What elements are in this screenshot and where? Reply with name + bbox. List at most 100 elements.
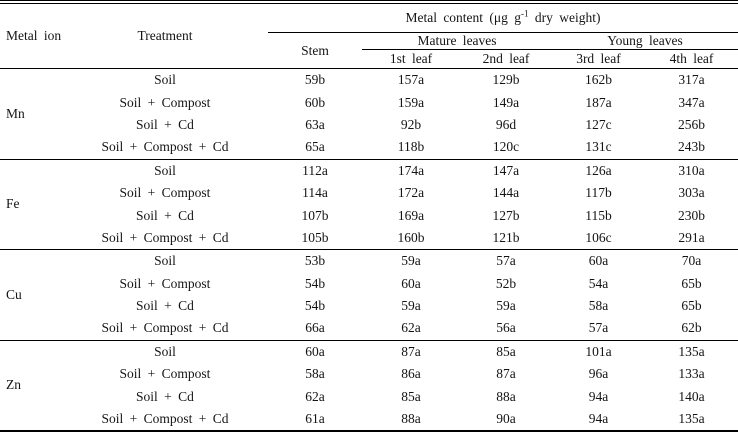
value-cell: 140a xyxy=(678,388,705,404)
treatment-cell: Soil + Compost xyxy=(119,275,211,291)
value-cell: 317a xyxy=(678,72,705,88)
value-cell: 162b xyxy=(585,72,612,88)
value-cell: 230b xyxy=(678,207,705,223)
table-header: Metal ion Treatment Metal content (μg g-… xyxy=(0,2,738,69)
col-header-treatment: Treatment xyxy=(137,28,193,43)
treatment-cell: Soil + Compost xyxy=(119,366,211,382)
value-cell: 160b xyxy=(397,229,425,245)
value-cell: 61a xyxy=(305,411,325,427)
table-row: Soil + Compost 54b 60a 52b 54a 65b xyxy=(0,273,738,295)
value-cell: 133a xyxy=(678,366,705,382)
metal-content-text-suffix: dry weight) xyxy=(528,10,601,25)
treatment-cell: Soil + Compost xyxy=(119,185,211,201)
value-cell: 96a xyxy=(588,366,609,382)
value-cell: 118b xyxy=(397,139,425,155)
value-cell: 187a xyxy=(585,94,612,110)
value-cell: 54b xyxy=(304,298,326,314)
value-cell: 310a xyxy=(678,162,705,178)
value-cell: 70a xyxy=(681,253,702,269)
value-cell: 135a xyxy=(678,411,705,427)
col-header-3rd-leaf: 3rd leaf xyxy=(576,51,621,66)
table-row: Soil + Cd 63a 92b 96d 127c 256b xyxy=(0,114,738,136)
value-cell: 86a xyxy=(401,366,421,382)
metal-ion-label: Zn xyxy=(6,377,21,393)
value-cell: 256b xyxy=(678,116,705,132)
header-row-leaves: 1st leaf 2nd leaf 3rd leaf 4th leaf xyxy=(0,50,738,69)
value-cell: 87a xyxy=(401,343,421,359)
header-row-groups: Stem Mature leaves Young leaves xyxy=(0,32,738,58)
group-header-mature-leaves: Mature leaves xyxy=(362,32,552,50)
table-row: Soil + Cd 54b 59a 59a 58a 65b xyxy=(0,295,738,317)
value-cell: 63a xyxy=(305,116,325,132)
value-cell: 144a xyxy=(492,185,520,201)
value-cell: 65a xyxy=(305,139,325,155)
value-cell: 65b xyxy=(681,275,702,291)
metal-ion-label: Fe xyxy=(6,196,20,212)
value-cell: 87a xyxy=(496,366,516,382)
value-cell: 169a xyxy=(397,207,425,223)
table-row: Zn Soil 60a 87a 85a 101a 135a xyxy=(0,340,738,393)
value-cell: 129b xyxy=(492,72,520,88)
section-mn: Mn Soil 59b 157a 129b 162b 317a Soil + C… xyxy=(0,69,738,160)
value-cell: 174a xyxy=(397,162,425,178)
table-row: Soil + Compost 60b 159a 149a 187a 347a xyxy=(0,91,738,113)
value-cell: 117b xyxy=(585,185,612,201)
value-cell: 115b xyxy=(585,207,612,223)
value-cell: 60b xyxy=(304,94,326,110)
table-row: Mn Soil 59b 157a 129b 162b 317a xyxy=(0,69,738,121)
metal-content-superscript: -1 xyxy=(521,8,529,19)
treatment-cell: Soil + Compost xyxy=(119,94,211,110)
value-cell: 56a xyxy=(496,320,516,336)
value-cell: 53b xyxy=(304,253,326,269)
value-cell: 88a xyxy=(496,388,516,404)
treatment-cell: Soil + Cd xyxy=(136,298,194,314)
value-cell: 60a xyxy=(588,253,609,269)
table-row: Soil + Cd 62a 85a 88a 94a 140a xyxy=(0,385,738,407)
metal-content-span-header: Metal content (μg g-1 dry weight) xyxy=(268,2,738,33)
value-cell: 88a xyxy=(401,411,421,427)
value-cell: 58a xyxy=(588,298,609,314)
table-row: Soil + Compost 58a 86a 87a 96a 133a xyxy=(0,363,738,385)
table-row: Soil + Compost + Cd 61a 88a 90a 94a 135a xyxy=(0,408,738,431)
col-header-1st-leaf: 1st leaf xyxy=(389,51,433,66)
table-row: Cu Soil 53b 59a 57a 60a 70a xyxy=(0,250,738,302)
value-cell: 54b xyxy=(304,275,326,291)
table-row: Soil + Compost + Cd 65a 118b 120c 131c 2… xyxy=(0,136,738,159)
value-cell: 127c xyxy=(585,116,612,132)
value-cell: 157a xyxy=(397,72,425,88)
value-cell: 58a xyxy=(305,366,325,382)
table-row: Soil + Compost 114a 172a 144a 117b 303a xyxy=(0,182,738,204)
treatment-cell: Soil xyxy=(154,162,176,178)
col-header-stem: Stem xyxy=(301,42,329,58)
section-cu: Cu Soil 53b 59a 57a 60a 70a Soil + Compo… xyxy=(0,249,738,341)
col-header-metal-ion: Metal ion xyxy=(6,28,62,43)
value-cell: 106c xyxy=(585,229,612,245)
value-cell: 59a xyxy=(496,298,516,314)
value-cell: 105b xyxy=(301,229,329,245)
value-cell: 65b xyxy=(681,298,702,314)
value-cell: 85a xyxy=(496,343,516,359)
value-cell: 120c xyxy=(492,139,520,155)
table-row: Fe Soil 112a 174a 147a 126a 310a xyxy=(0,159,738,212)
value-cell: 149a xyxy=(492,94,520,110)
value-cell: 126a xyxy=(585,162,612,178)
value-cell: 54a xyxy=(588,275,609,291)
value-cell: 112a xyxy=(302,162,328,178)
value-cell: 57a xyxy=(588,320,609,336)
table-row: Soil + Cd 107b 169a 127b 115b 230b xyxy=(0,204,738,226)
value-cell: 131c xyxy=(585,139,612,155)
value-cell: 147a xyxy=(492,162,520,178)
treatment-cell: Soil + Cd xyxy=(136,388,194,404)
treatment-cell: Soil + Cd xyxy=(136,116,194,132)
value-cell: 96d xyxy=(495,116,517,132)
value-cell: 94a xyxy=(588,411,609,427)
value-cell: 62a xyxy=(401,320,421,336)
value-cell: 127b xyxy=(492,207,520,223)
value-cell: 60a xyxy=(305,343,325,359)
value-cell: 59a xyxy=(401,298,421,314)
table-row: Soil + Compost + Cd 105b 160b 121b 106c … xyxy=(0,227,738,250)
treatment-cell: Soil + Cd xyxy=(136,207,194,223)
group-header-young-leaves: Young leaves xyxy=(552,32,738,50)
value-cell: 60a xyxy=(401,275,421,291)
